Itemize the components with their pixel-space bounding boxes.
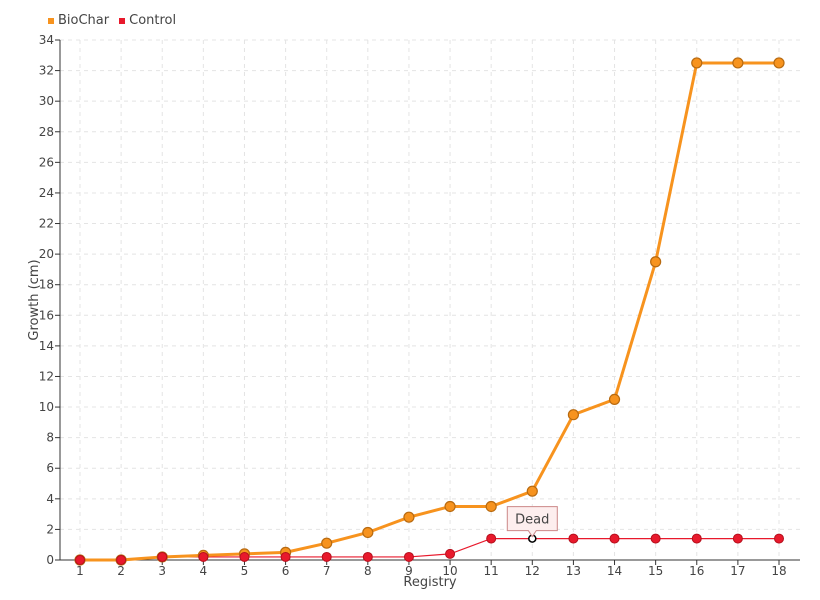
x-tick-label: 5 [241, 564, 249, 578]
y-tick-label: 10 [39, 400, 54, 414]
annotation-box [506, 506, 558, 538]
y-tick-label: 16 [39, 308, 54, 322]
data-point-control[interactable] [568, 533, 579, 544]
x-tick-label: 12 [525, 564, 540, 578]
x-tick-label: 8 [364, 564, 372, 578]
chart-legend: BioChar Control [48, 13, 176, 28]
data-point-biochar[interactable] [608, 393, 621, 406]
data-point-biochar[interactable] [773, 57, 785, 69]
x-tick-label: 15 [648, 564, 663, 578]
data-point-control[interactable] [116, 555, 127, 565]
x-tick-label: 9 [405, 564, 413, 578]
x-tick-label: 3 [158, 564, 166, 578]
data-point-control[interactable] [650, 533, 661, 544]
data-point-control[interactable] [362, 551, 373, 562]
data-point-biochar[interactable] [526, 485, 538, 497]
x-tick-label: 6 [282, 564, 290, 578]
y-tick-label: 2 [46, 522, 54, 536]
x-tick-label: 11 [484, 564, 499, 578]
y-tick-label: 24 [39, 186, 54, 200]
data-point-control[interactable] [609, 533, 620, 544]
x-tick-label: 1 [76, 564, 84, 578]
data-point-biochar[interactable] [444, 500, 456, 513]
legend-swatch-biochar [48, 17, 54, 24]
annotation-label: Dead [515, 513, 549, 528]
data-point-control[interactable] [239, 551, 250, 562]
y-axis-title: Growth (cm) [27, 259, 42, 340]
y-tick-label: 14 [39, 339, 54, 353]
y-tick-label: 4 [46, 492, 54, 506]
x-tick-label: 14 [607, 564, 622, 578]
y-tick-label: 28 [39, 125, 54, 139]
y-tick-label: 34 [39, 33, 54, 47]
y-tick-label: 30 [39, 94, 54, 108]
x-tick-label: 10 [442, 564, 457, 578]
data-point-biochar[interactable] [321, 537, 333, 549]
y-tick-label: 0 [46, 553, 54, 567]
y-tick-label: 18 [39, 278, 54, 292]
data-point-biochar[interactable] [485, 500, 497, 513]
data-point-control[interactable] [403, 551, 414, 562]
x-axis-title: Registry [403, 575, 457, 590]
y-tick-label: 22 [39, 217, 54, 231]
y-tick-label: 6 [46, 461, 54, 475]
x-tick-label: 13 [566, 564, 581, 578]
data-point-control[interactable] [198, 551, 209, 562]
legend-item-biochar[interactable]: BioChar [48, 13, 109, 28]
data-point-biochar[interactable] [691, 57, 703, 69]
data-point-biochar[interactable] [403, 511, 415, 523]
y-tick-label: 12 [39, 369, 54, 383]
data-point-control[interactable] [732, 533, 743, 544]
x-tick-label: 7 [323, 564, 331, 578]
x-tick-label: 17 [730, 564, 745, 578]
legend-item-control[interactable]: Control [119, 13, 176, 28]
data-point-control[interactable] [774, 533, 784, 544]
x-tick-label: 2 [117, 564, 125, 578]
legend-swatch-control [119, 17, 126, 24]
data-point-biochar[interactable] [732, 57, 744, 69]
x-tick-label: 16 [689, 564, 704, 578]
data-point-biochar[interactable] [567, 409, 580, 421]
data-point-control[interactable] [321, 551, 332, 562]
data-point-control[interactable] [280, 551, 291, 562]
data-point-control[interactable] [157, 551, 168, 562]
data-point-biochar[interactable] [650, 256, 662, 268]
y-tick-label: 8 [46, 431, 54, 445]
data-point-control[interactable] [691, 533, 702, 544]
y-tick-label: 32 [39, 64, 54, 78]
series-line-biochar [80, 61, 779, 562]
legend-label-control: Control [129, 13, 177, 28]
x-tick-label: 18 [771, 564, 786, 578]
data-point-control[interactable] [486, 533, 497, 544]
y-tick-label: 20 [39, 247, 54, 261]
data-point-control[interactable] [75, 555, 85, 565]
data-point-control[interactable] [445, 548, 456, 559]
data-point-biochar[interactable] [362, 526, 374, 539]
y-tick-label: 26 [39, 155, 54, 169]
legend-label-biochar: BioChar [58, 13, 110, 28]
x-tick-label: 4 [200, 564, 208, 578]
